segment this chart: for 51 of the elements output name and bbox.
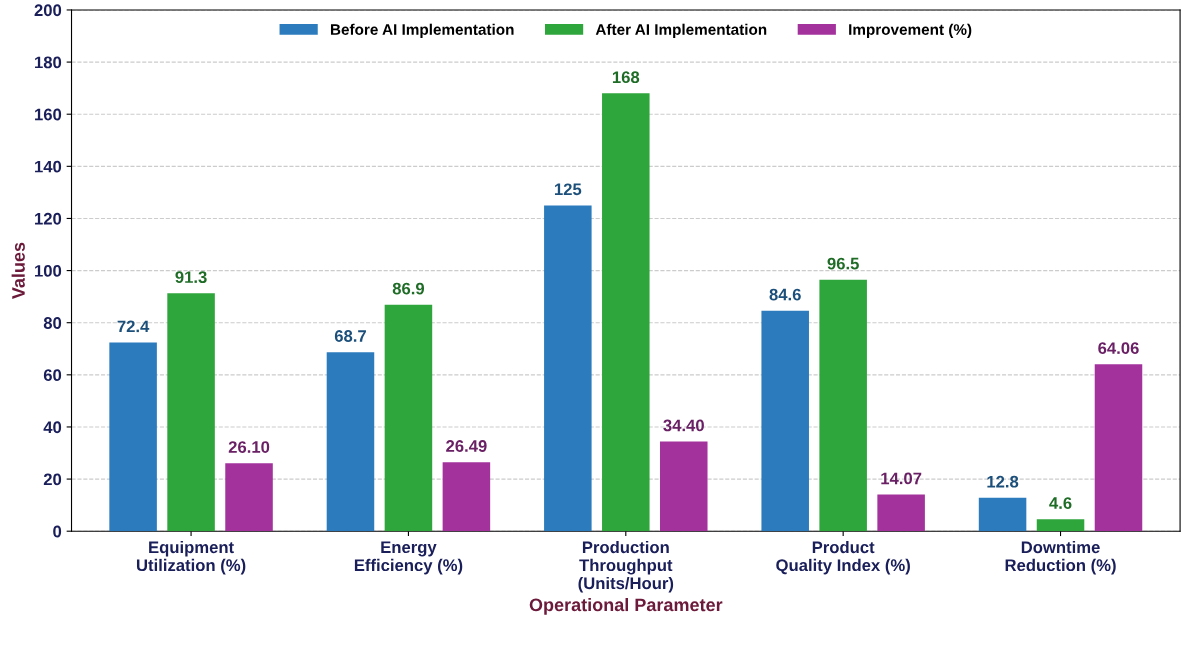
data-label: 12.8 — [987, 475, 1019, 488]
data-label: 72.4 — [117, 320, 150, 333]
bar — [225, 463, 273, 532]
y-tick-label: 0 — [53, 525, 62, 538]
bar — [109, 342, 157, 532]
y-tick-label: 20 — [43, 473, 62, 486]
data-label: 86.9 — [392, 282, 425, 295]
bar — [384, 304, 433, 532]
data-label: 91.3 — [175, 271, 207, 284]
data-label: 68.7 — [334, 330, 366, 342]
data-label: 168 — [612, 71, 640, 84]
y-axis-title: Values — [11, 242, 25, 300]
y-tick-label: 180 — [35, 56, 62, 69]
data-label: 34.40 — [663, 419, 704, 432]
bar — [877, 494, 925, 532]
x-tick-label: Equipment Utilization (%) — [136, 540, 246, 575]
y-tick-label: 40 — [43, 421, 62, 434]
bar — [602, 93, 650, 532]
bar — [167, 293, 215, 532]
y-tick-label: 160 — [35, 108, 62, 121]
data-label: 125 — [554, 183, 582, 196]
x-tick-label: Downtime Reduction (%) — [1005, 540, 1116, 575]
y-tick-label: 140 — [35, 160, 62, 173]
data-label: 14.07 — [881, 472, 922, 485]
y-tick-label: 80 — [43, 317, 62, 329]
x-axis-title: Operational Parameter — [529, 597, 723, 615]
x-tick-label: Energy Efficiency (%) — [354, 541, 463, 575]
data-label: 96.5 — [827, 257, 859, 270]
bar — [978, 497, 1027, 532]
bar — [761, 310, 809, 532]
y-tick-label: 60 — [43, 369, 62, 382]
y-tick-label: 120 — [35, 212, 62, 225]
data-label: 4.6 — [1049, 497, 1072, 509]
bar — [442, 462, 491, 532]
data-label: 26.49 — [446, 440, 487, 452]
y-tick-label: 100 — [35, 264, 62, 277]
data-label: 64.06 — [1098, 342, 1139, 355]
legend-label: Before AI Implementation — [330, 23, 514, 38]
y-tick-label: 200 — [34, 4, 62, 17]
legend-label: After AI Implementation — [595, 23, 767, 38]
bar — [544, 205, 592, 532]
data-label: 84.6 — [769, 288, 801, 301]
bar — [660, 441, 708, 532]
legend-label: Improvement (%) — [849, 23, 972, 38]
bar — [326, 352, 375, 532]
bar — [819, 279, 867, 532]
x-tick-label: Production Throughput (Units/Hour) — [578, 540, 674, 593]
bar — [1036, 519, 1085, 532]
x-tick-label: Product Quality Index (%) — [776, 540, 910, 575]
data-label: 26.10 — [228, 441, 270, 453]
bar — [1094, 364, 1143, 532]
